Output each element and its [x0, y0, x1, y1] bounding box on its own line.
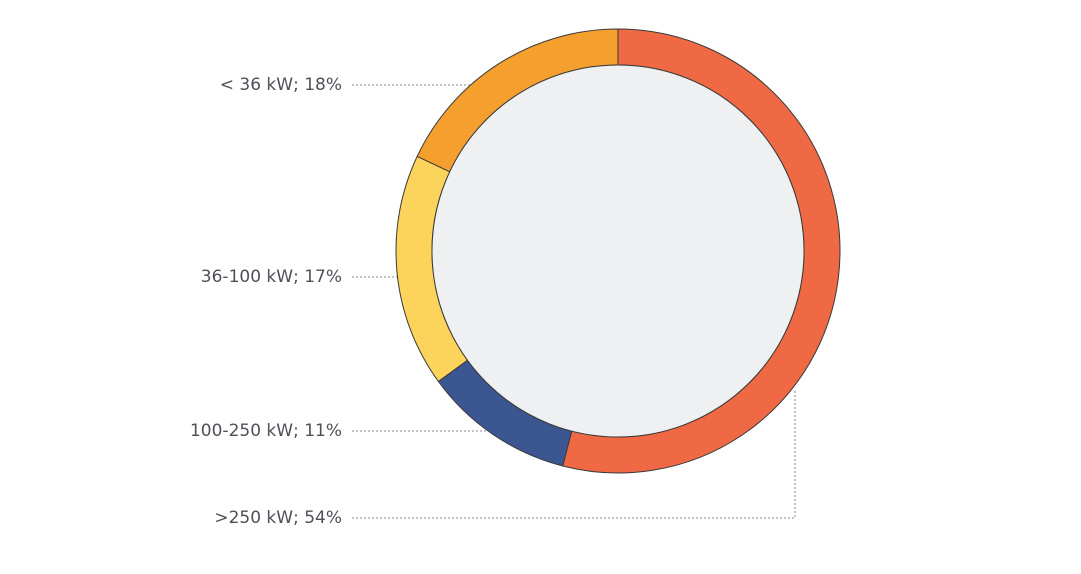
- leader-line: [352, 390, 796, 519]
- segment-label: 100-250 kW; 11%: [190, 421, 342, 441]
- segment-label: 36-100 kW; 17%: [201, 267, 342, 287]
- donut-hole: [431, 64, 805, 438]
- segment-label: < 36 kW; 18%: [220, 75, 342, 95]
- leader-lines: [352, 84, 796, 519]
- segment-label: >250 kW; 54%: [214, 508, 342, 528]
